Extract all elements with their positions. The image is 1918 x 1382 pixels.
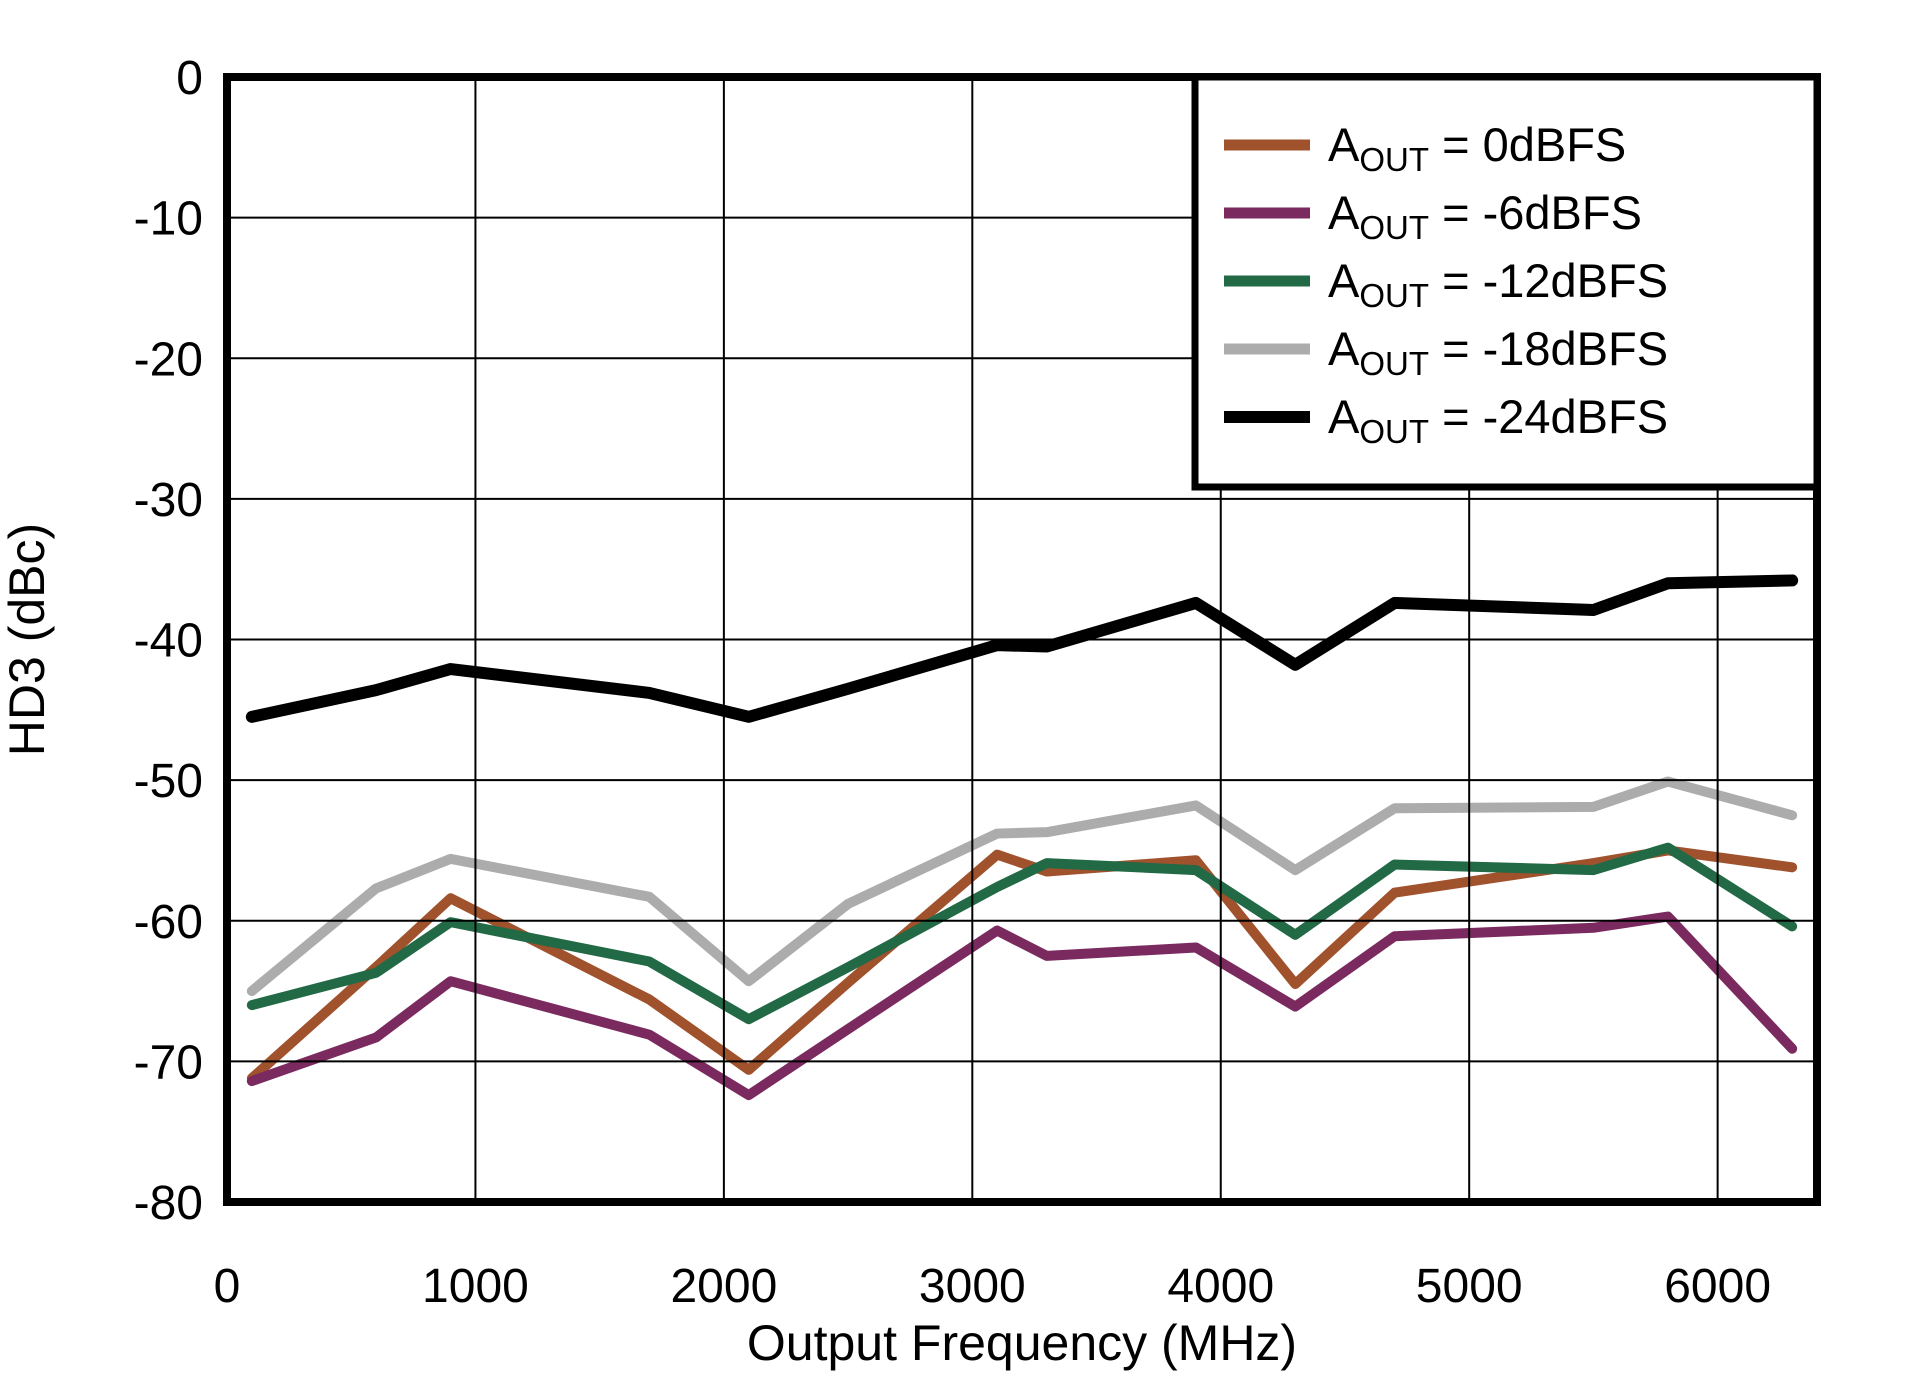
legend-label: AOUT = -6dBFS (1328, 186, 1642, 246)
y-axis-title: HD3 (dBc) (0, 523, 55, 756)
legend-label: AOUT = 0dBFS (1328, 118, 1626, 178)
plot-border (223, 73, 1821, 1206)
y-tick-label: 0 (176, 52, 203, 105)
x-tick-label: 3000 (919, 1260, 1026, 1313)
y-tick-label: -10 (134, 193, 203, 246)
y-tick-label: -80 (134, 1177, 203, 1230)
legend-label: AOUT = -18dBFS (1328, 322, 1668, 382)
series-line-0 (246, 845, 1798, 1084)
x-tick-label: 6000 (1664, 1260, 1771, 1313)
x-tick-label: 1000 (422, 1260, 529, 1313)
legend-label: AOUT = -24dBFS (1328, 390, 1668, 450)
y-tick-label: -30 (134, 474, 203, 527)
series-line-4 (245, 574, 1799, 723)
series-line-1 (246, 911, 1798, 1101)
x-tick-label: 0 (214, 1260, 241, 1313)
y-tick-label: -70 (134, 1036, 203, 1089)
y-tick-label: -50 (134, 755, 203, 808)
x-tick-label: 5000 (1416, 1260, 1523, 1313)
x-tick-label: 4000 (1167, 1260, 1274, 1313)
x-axis-title: Output Frequency (MHz) (747, 1315, 1297, 1371)
y-tick-label: -60 (134, 896, 203, 949)
series-line-3 (246, 776, 1798, 997)
y-tick-label: -20 (134, 333, 203, 386)
legend-label: AOUT = -12dBFS (1328, 254, 1668, 314)
series-line-2 (246, 842, 1798, 1025)
y-tick-label: -40 (134, 615, 203, 668)
x-tick-label: 2000 (670, 1260, 777, 1313)
